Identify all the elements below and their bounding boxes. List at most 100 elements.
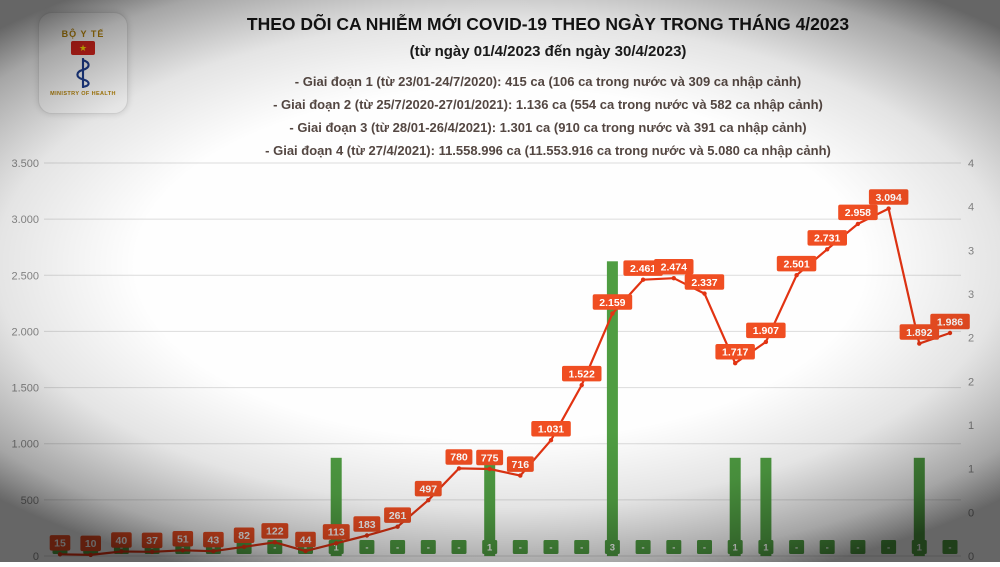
case-point: [548, 438, 554, 443]
case-point: [855, 221, 861, 227]
y-axis-label-right: 0: [968, 507, 974, 519]
case-value-label: 122: [266, 526, 284, 538]
case-point: [57, 552, 63, 557]
case-point: [364, 533, 370, 538]
case-value-label: 51: [177, 534, 189, 546]
logo-subtitle: MINISTRY OF HEALTH: [50, 91, 116, 97]
case-value-label: 43: [208, 535, 220, 547]
bar-value-label: -: [396, 543, 399, 554]
bar-value-label: -: [549, 543, 552, 554]
case-point: [733, 361, 738, 366]
caduceus-icon: [76, 58, 90, 88]
case-value-label: 82: [238, 530, 250, 542]
case-value-label: 10: [85, 538, 97, 550]
case-point: [794, 273, 799, 278]
case-value-label: 3.094: [875, 192, 901, 204]
y-axis-label-left: 2.500: [11, 270, 39, 282]
case-point: [180, 548, 185, 553]
logo-title: BỘ Y TẾ: [61, 29, 105, 39]
case-point: [610, 311, 615, 316]
case-value-label: 2.731: [814, 233, 840, 245]
bar-value-label: -: [580, 543, 583, 554]
case-point: [456, 466, 462, 471]
case-point: [241, 544, 247, 549]
case-value-label: 1.892: [906, 327, 932, 339]
case-point: [825, 247, 830, 252]
y-axis-label-right: 4: [968, 202, 974, 214]
bar-value-label: 1: [763, 543, 769, 554]
bar-value-label: -: [856, 543, 859, 554]
y-axis-label-left: 0: [33, 551, 39, 562]
case-value-label: 716: [512, 459, 530, 471]
case-point: [211, 549, 216, 554]
y-axis-label-left: 1.000: [11, 439, 39, 451]
case-value-label: 1.031: [538, 424, 564, 436]
case-point: [671, 276, 676, 281]
case-point: [119, 549, 124, 554]
y-axis-label-right: 0: [968, 551, 974, 562]
bar-value-label: -: [642, 543, 645, 554]
bar-value-label: -: [703, 543, 706, 554]
title-block: THEO DÕI CA NHIỄM MỚI COVID-19 THEO NGÀY…: [96, 0, 1000, 162]
case-point: [88, 552, 93, 558]
bar-value-label: -: [365, 543, 368, 554]
page-title: THEO DÕI CA NHIỄM MỚI COVID-19 THEO NGÀY…: [246, 14, 850, 34]
case-point: [303, 548, 308, 554]
case-point: [947, 330, 953, 336]
bar-value-label: -: [457, 543, 460, 554]
y-axis-label-left: 2.000: [11, 326, 39, 338]
case-point: [487, 466, 492, 472]
bar-value-label: -: [887, 543, 890, 554]
case-value-label: 2.501: [783, 259, 809, 271]
page-subtitle: (từ ngày 01/4/2023 đến ngày 30/4/2023): [409, 43, 687, 60]
star-icon: ★: [78, 42, 88, 53]
header: BỘ Y TẾ ★ MINISTRY OF HEALTH THEO DÕI CA…: [0, 0, 1000, 162]
case-value-label: 2.159: [599, 297, 625, 309]
case-value-label: 1.986: [937, 316, 963, 328]
flag-icon: ★: [71, 41, 95, 55]
case-value-label: 497: [420, 484, 438, 496]
case-point: [702, 291, 707, 296]
case-value-label: 15: [54, 538, 66, 550]
bar-value-label: -: [826, 543, 829, 554]
case-point: [886, 206, 891, 211]
case-value-label: 2.461: [630, 263, 656, 275]
case-point: [272, 540, 277, 545]
case-value-label: 775: [481, 452, 499, 464]
case-value-label: 40: [116, 535, 128, 547]
case-value-label: 2.958: [845, 207, 871, 219]
case-point: [640, 277, 646, 282]
note-period-4: - Giai đoạn 4 (từ 27/4/2021): 11.558.996…: [265, 143, 831, 158]
y-axis-label-right: 3: [968, 289, 974, 301]
bar-value-label: 1: [917, 543, 923, 554]
y-axis-label-right: 3: [968, 245, 974, 257]
bar-value-label: -: [948, 543, 951, 554]
case-point: [149, 549, 155, 554]
case-point: [518, 473, 523, 478]
case-value-label: 44: [300, 534, 312, 546]
y-axis-label-right: 2: [968, 333, 974, 345]
case-value-label: 37: [146, 535, 158, 547]
bar-value-label: -: [519, 543, 522, 554]
y-axis-label-right: 2: [968, 376, 974, 388]
case-point: [917, 341, 922, 346]
note-period-3: - Giai đoạn 3 (từ 28/01-26/4/2021): 1.30…: [289, 120, 807, 135]
cases-line: [59, 207, 951, 557]
case-value-label: 780: [450, 452, 468, 464]
bar-value-label: -: [795, 543, 798, 554]
bar-value-label: 1: [487, 543, 493, 554]
case-point: [334, 541, 339, 546]
case-value-label: 1.907: [753, 325, 779, 337]
y-axis-label-left: 500: [21, 495, 39, 507]
bar-value-label: -: [672, 543, 675, 554]
case-point: [426, 498, 431, 503]
case-value-label: 1.522: [569, 368, 595, 380]
case-point: [579, 382, 584, 388]
y-axis-label-right: 1: [968, 420, 974, 432]
ministry-logo: BỘ Y TẾ ★ MINISTRY OF HEALTH: [38, 12, 128, 114]
bar-value-label: -: [427, 543, 430, 554]
bar-value-label: 1: [733, 543, 739, 554]
case-value-label: 113: [328, 527, 345, 539]
bar-value-label: 3: [610, 543, 615, 554]
case-value-label: 261: [389, 510, 407, 522]
